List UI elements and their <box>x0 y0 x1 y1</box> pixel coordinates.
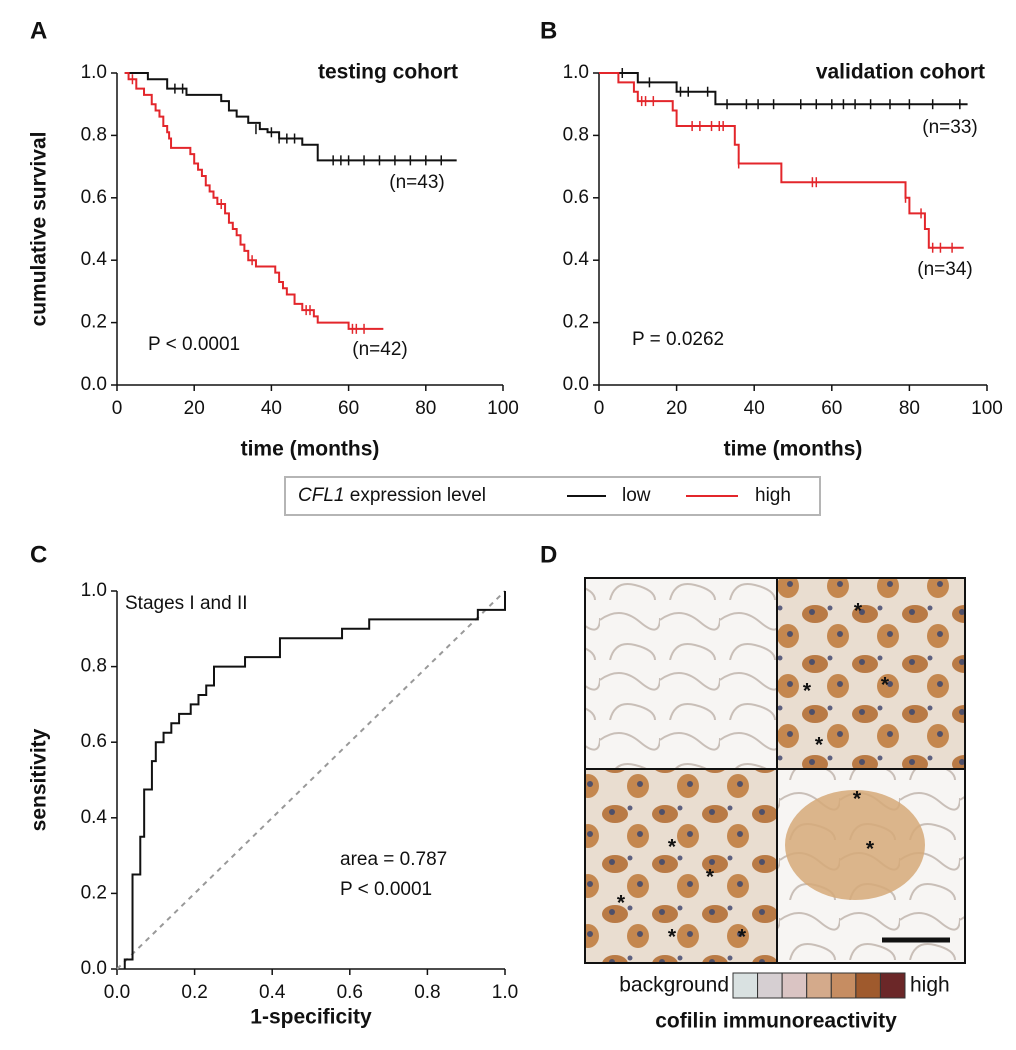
y-tick-label: 1.0 <box>81 580 107 601</box>
p-value: P < 0.0001 <box>340 879 432 900</box>
y-tick-label: 0.0 <box>81 958 107 979</box>
n-label: (n=42) <box>352 339 407 360</box>
x-tick-label: 100 <box>971 398 1003 419</box>
y-tick-label: 0.0 <box>563 374 589 395</box>
scale-swatch <box>830 972 857 999</box>
micrograph <box>585 769 777 963</box>
x-tick-label: 0.0 <box>104 982 130 1003</box>
p-value: P = 0.0262 <box>632 329 724 350</box>
survival-curve <box>599 72 964 249</box>
chart-panel: 0.0 0.2 0.4 0.6 0.8 1.0 0.0 0.2 0.4 0.6 0.8 1.0 1-sp… <box>28 580 519 1029</box>
x-axis-label: time (months) <box>241 438 380 461</box>
scale-high-label: high <box>910 974 950 997</box>
x-tick-label: 20 <box>184 398 205 419</box>
asterisk: * <box>617 892 626 915</box>
x-tick-label: 0 <box>112 398 123 419</box>
panel-title: validation cohort <box>816 61 985 84</box>
x-axis-label: 1-specificity <box>250 1006 372 1029</box>
asterisk: * <box>866 838 875 861</box>
n-label: (n=34) <box>917 259 972 280</box>
asterisk: * <box>815 734 824 757</box>
micrograph <box>777 578 965 769</box>
x-axis-label: time (months) <box>724 438 863 461</box>
asterisk: * <box>668 836 677 859</box>
x-tick-label: 1.0 <box>492 982 518 1003</box>
y-tick-label: 0.8 <box>81 124 107 145</box>
micrograph <box>585 578 777 769</box>
survival-curve <box>124 72 457 162</box>
x-tick-label: 0.4 <box>259 982 286 1003</box>
scale-swatch <box>855 972 881 999</box>
x-tick-label: 0.6 <box>337 982 363 1003</box>
y-tick-label: 1.0 <box>563 62 589 83</box>
asterisk: * <box>803 680 812 703</box>
asterisk: * <box>853 788 862 811</box>
scale-swatch <box>879 972 906 999</box>
y-tick-label: 0.4 <box>563 249 590 270</box>
x-tick-label: 0 <box>594 398 605 419</box>
scale-swatch <box>732 972 759 999</box>
legend-label: high <box>755 485 791 506</box>
scale-title: cofilin immunoreactivity <box>655 1010 897 1033</box>
panel-letter: B <box>540 17 557 44</box>
survival-curve <box>599 72 968 106</box>
legend: CFL1 expression level low high <box>284 476 821 516</box>
panel-letter: A <box>30 17 47 44</box>
scale-swatch <box>781 972 808 999</box>
x-tick-label: 20 <box>666 398 687 419</box>
y-tick-label: 0.6 <box>81 731 107 752</box>
legend-rest: expression level <box>350 485 486 506</box>
survival-curve <box>124 72 384 330</box>
area-label: area = 0.787 <box>340 849 447 870</box>
n-label: (n=33) <box>922 117 977 138</box>
asterisk: * <box>854 600 863 623</box>
stained-region <box>785 790 925 900</box>
scale-swatch <box>757 972 783 999</box>
y-tick-label: 0.0 <box>81 374 107 395</box>
panel-letter: D <box>540 541 557 568</box>
x-tick-label: 100 <box>487 398 519 419</box>
reference-diagonal <box>116 590 506 970</box>
asterisk: * <box>738 926 747 949</box>
x-tick-label: 60 <box>821 398 842 419</box>
n-label: (n=43) <box>389 172 444 193</box>
asterisk: * <box>668 926 677 949</box>
asterisk: * <box>881 674 890 697</box>
chart-panel: 0.0 0.2 0.4 0.6 0.8 1.0 0 20 40 60 80 100 time (mont… <box>28 61 519 461</box>
y-tick-label: 0.6 <box>563 187 589 208</box>
y-axis-label: sensitivity <box>28 728 51 831</box>
legend-title: CFL1 expression level <box>298 485 486 506</box>
legend-label: low <box>622 485 651 506</box>
panel-title: testing cohort <box>318 61 458 84</box>
roc-curve <box>123 591 506 969</box>
y-tick-label: 0.6 <box>81 187 107 208</box>
y-tick-label: 0.2 <box>81 312 107 333</box>
micrograph-frame <box>584 577 966 964</box>
x-tick-label: 40 <box>261 398 282 419</box>
x-tick-label: 0.8 <box>414 982 440 1003</box>
x-tick-label: 60 <box>338 398 359 419</box>
micrograph-panel: * * * * * * * * * * * background high cofilin immunor… <box>584 577 966 1033</box>
p-value: P < 0.0001 <box>148 334 240 355</box>
legend-gene: CFL1 <box>298 485 344 506</box>
y-tick-label: 1.0 <box>81 62 107 83</box>
chart-panel: 0.0 0.2 0.4 0.6 0.8 1.0 0 20 40 60 80 100 time (mont… <box>563 61 1003 461</box>
x-tick-label: 80 <box>899 398 920 419</box>
x-tick-label: 40 <box>744 398 765 419</box>
y-axis-label: cumulative survival <box>28 132 51 327</box>
panel-title: Stages I and II <box>125 593 248 614</box>
scale-swatch <box>806 972 832 999</box>
y-tick-label: 0.8 <box>81 656 107 677</box>
y-tick-label: 0.2 <box>563 312 589 333</box>
y-tick-label: 0.8 <box>563 124 589 145</box>
y-tick-label: 0.4 <box>81 249 108 270</box>
asterisk: * <box>706 866 715 889</box>
scale-low-label: background <box>619 974 729 997</box>
x-tick-label: 0.2 <box>181 982 207 1003</box>
panel-letter: C <box>30 541 47 568</box>
x-tick-label: 80 <box>415 398 436 419</box>
y-tick-label: 0.2 <box>81 882 107 903</box>
y-tick-label: 0.4 <box>81 807 108 828</box>
